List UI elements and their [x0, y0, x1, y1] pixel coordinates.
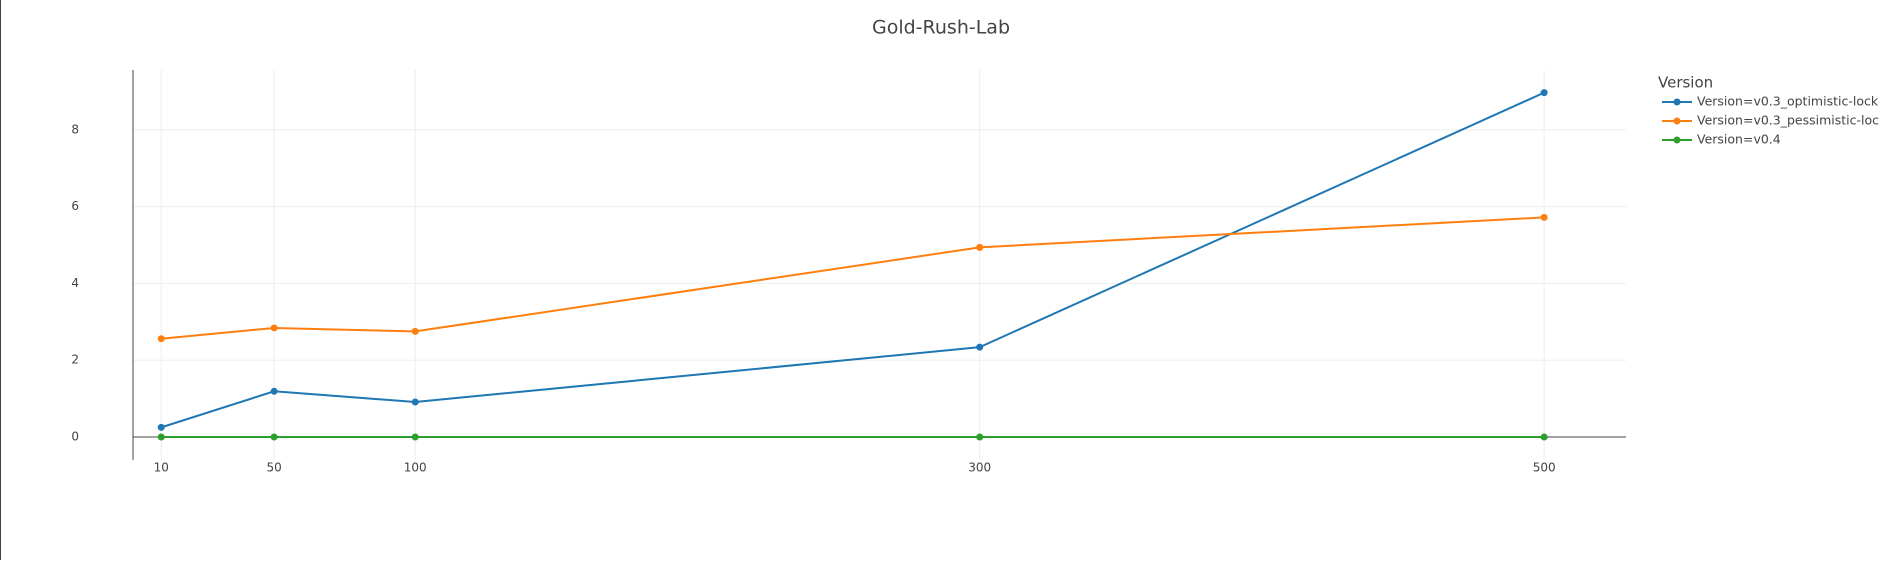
x-tick-label: 100	[404, 461, 427, 475]
legend-marker	[1673, 136, 1681, 144]
legend: Version Version=v0.3_optimistic-lock Vers…	[1658, 74, 1880, 147]
legend-label: Version=v0.3_optimistic-lock	[1697, 94, 1879, 109]
x-tick-label: 10	[154, 461, 169, 475]
chart-title: Gold-Rush-Lab	[872, 17, 1010, 39]
legend-marker	[1673, 117, 1681, 125]
data-point	[270, 324, 278, 332]
plot-area	[157, 89, 1548, 441]
data-point	[1540, 213, 1548, 221]
data-point	[976, 343, 984, 351]
legend-marker	[1673, 98, 1681, 106]
data-point	[270, 433, 278, 441]
legend-label: Version=v0.3_pessimistic-lock	[1697, 113, 1880, 128]
series-line	[161, 216, 1545, 340]
y-tick-label: 0	[71, 429, 79, 443]
series-line	[160, 91, 1545, 429]
data-point	[157, 423, 165, 431]
data-point	[976, 243, 984, 251]
x-tick-label: 500	[1533, 461, 1556, 475]
legend-title: Version	[1658, 74, 1713, 92]
x-tick-label: 300	[968, 461, 991, 475]
data-point	[411, 433, 419, 441]
data-point	[157, 335, 165, 343]
grid: 0 2 4 6 8 10 50 100 300 500	[71, 70, 1626, 475]
legend-label: Version=v0.4	[1697, 132, 1781, 147]
data-point	[976, 433, 984, 441]
y-tick-label: 4	[71, 276, 79, 290]
y-tick-label: 2	[71, 353, 79, 367]
y-tick-label: 6	[71, 199, 79, 213]
data-point	[270, 387, 278, 395]
data-point	[1540, 89, 1548, 97]
data-point	[157, 433, 165, 441]
y-tick-label: 8	[71, 122, 79, 136]
data-point	[411, 327, 419, 335]
data-point	[411, 398, 419, 406]
data-point	[1540, 433, 1548, 441]
x-tick-label: 50	[266, 461, 281, 475]
